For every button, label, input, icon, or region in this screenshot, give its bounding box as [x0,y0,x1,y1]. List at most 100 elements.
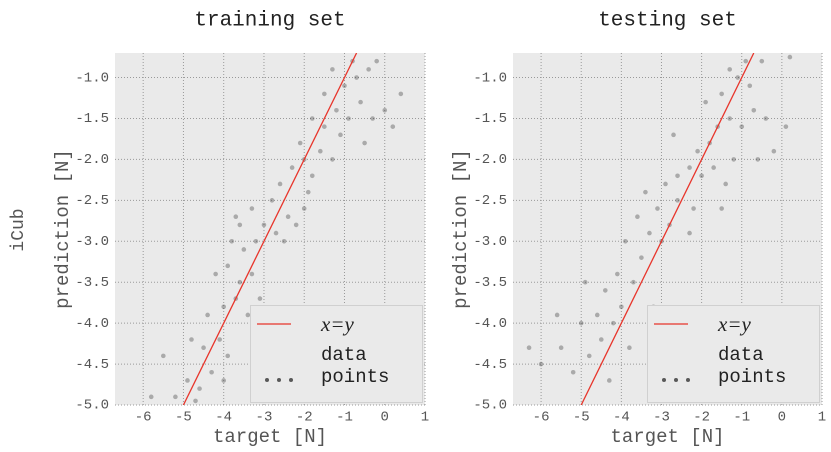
data-point [719,206,724,211]
data-point [285,214,291,220]
data-point [743,58,749,64]
data-point [582,279,588,285]
x-tick-label: -6 [533,410,550,426]
data-point [209,369,214,375]
data-point [289,165,295,170]
x-tick-label: -1 [336,410,353,426]
data-point [751,108,757,113]
data-point [225,263,231,269]
legend-item: x=y [251,312,422,336]
data-point [201,345,206,350]
x-tick-label: -3 [653,410,670,426]
data-point [526,345,532,350]
x-tick-label: -2 [296,410,313,426]
data-point [221,378,227,383]
data-point [374,58,379,64]
data-point [675,198,680,203]
data-point [570,369,576,375]
x-tick-label: -4 [613,410,630,426]
data-point [594,312,600,318]
data-point [233,214,239,220]
x-tick-label: -3 [256,410,273,426]
data-point [354,75,359,80]
data-point [281,238,287,244]
data-point [309,116,315,121]
data-point [249,271,255,277]
x-tick-label: -5 [573,410,590,426]
legend-dot [674,378,678,382]
data-point [598,337,604,342]
data-point [390,124,396,129]
x-tick-label: 1 [818,410,826,426]
legend-key [648,312,718,336]
data-point [269,198,275,203]
data-point [193,398,198,404]
x-tick-label: -5 [175,410,192,426]
data-point [615,271,620,277]
data-point [675,173,680,179]
legend-key [251,354,321,382]
data-point [731,157,737,162]
data-point [257,296,263,301]
data-point [398,91,404,97]
data-point [663,181,668,187]
x-axis-label: target [N] [213,426,327,448]
data-point [358,99,363,105]
y-tick-label: -5.0 [473,398,507,414]
data-point [330,67,335,72]
data-point [554,312,560,318]
data-point [237,279,243,285]
data-point [305,189,311,195]
y-tick-label: -3.5 [75,275,109,291]
legend-swatch [654,323,688,325]
data-point [229,238,235,244]
y-tick-label: -2.5 [473,193,507,209]
y-tick-label: -3.0 [473,234,507,250]
data-point [719,91,724,97]
data-point [334,108,339,113]
data-point [671,132,676,138]
legend-label: data points [321,344,390,388]
data-point [763,116,769,121]
legend-item: data points [648,344,819,388]
legend: x=y data points [250,305,423,403]
data-point [627,345,632,350]
data-point [225,353,231,359]
legend-label: x=y [718,312,751,336]
legend-swatch [662,378,690,382]
data-point [755,157,761,162]
legend-item: data points [251,344,422,388]
x-axis-label: target [N] [610,426,724,448]
y-axis-label: prediction [N] [52,149,74,309]
data-point [771,148,777,154]
data-point [635,214,640,220]
legend-dot [277,378,281,382]
y-axis-label: prediction [N] [450,149,472,309]
data-point [787,54,793,60]
data-point [217,337,222,342]
data-point [611,320,616,326]
plot-area [148,53,404,405]
data-point [362,140,367,146]
legend-dot [686,378,690,382]
data-point [602,288,608,293]
data-point [342,83,347,89]
x-tick-label: 1 [421,410,429,426]
data-point [293,222,299,228]
data-point [735,75,741,80]
data-point [322,91,327,97]
data-point [382,108,388,113]
plot-area [526,53,793,405]
y-tick-label: -2.0 [75,152,109,168]
legend-swatch [257,323,291,325]
data-point [161,353,166,359]
legend-label: x=y [321,312,354,336]
data-point [309,173,315,179]
y-tick-label: -4.5 [473,357,507,373]
data-point [366,67,371,72]
data-point [277,181,283,187]
legend-key [251,312,321,336]
data-point [221,304,227,310]
data-point [687,165,692,170]
